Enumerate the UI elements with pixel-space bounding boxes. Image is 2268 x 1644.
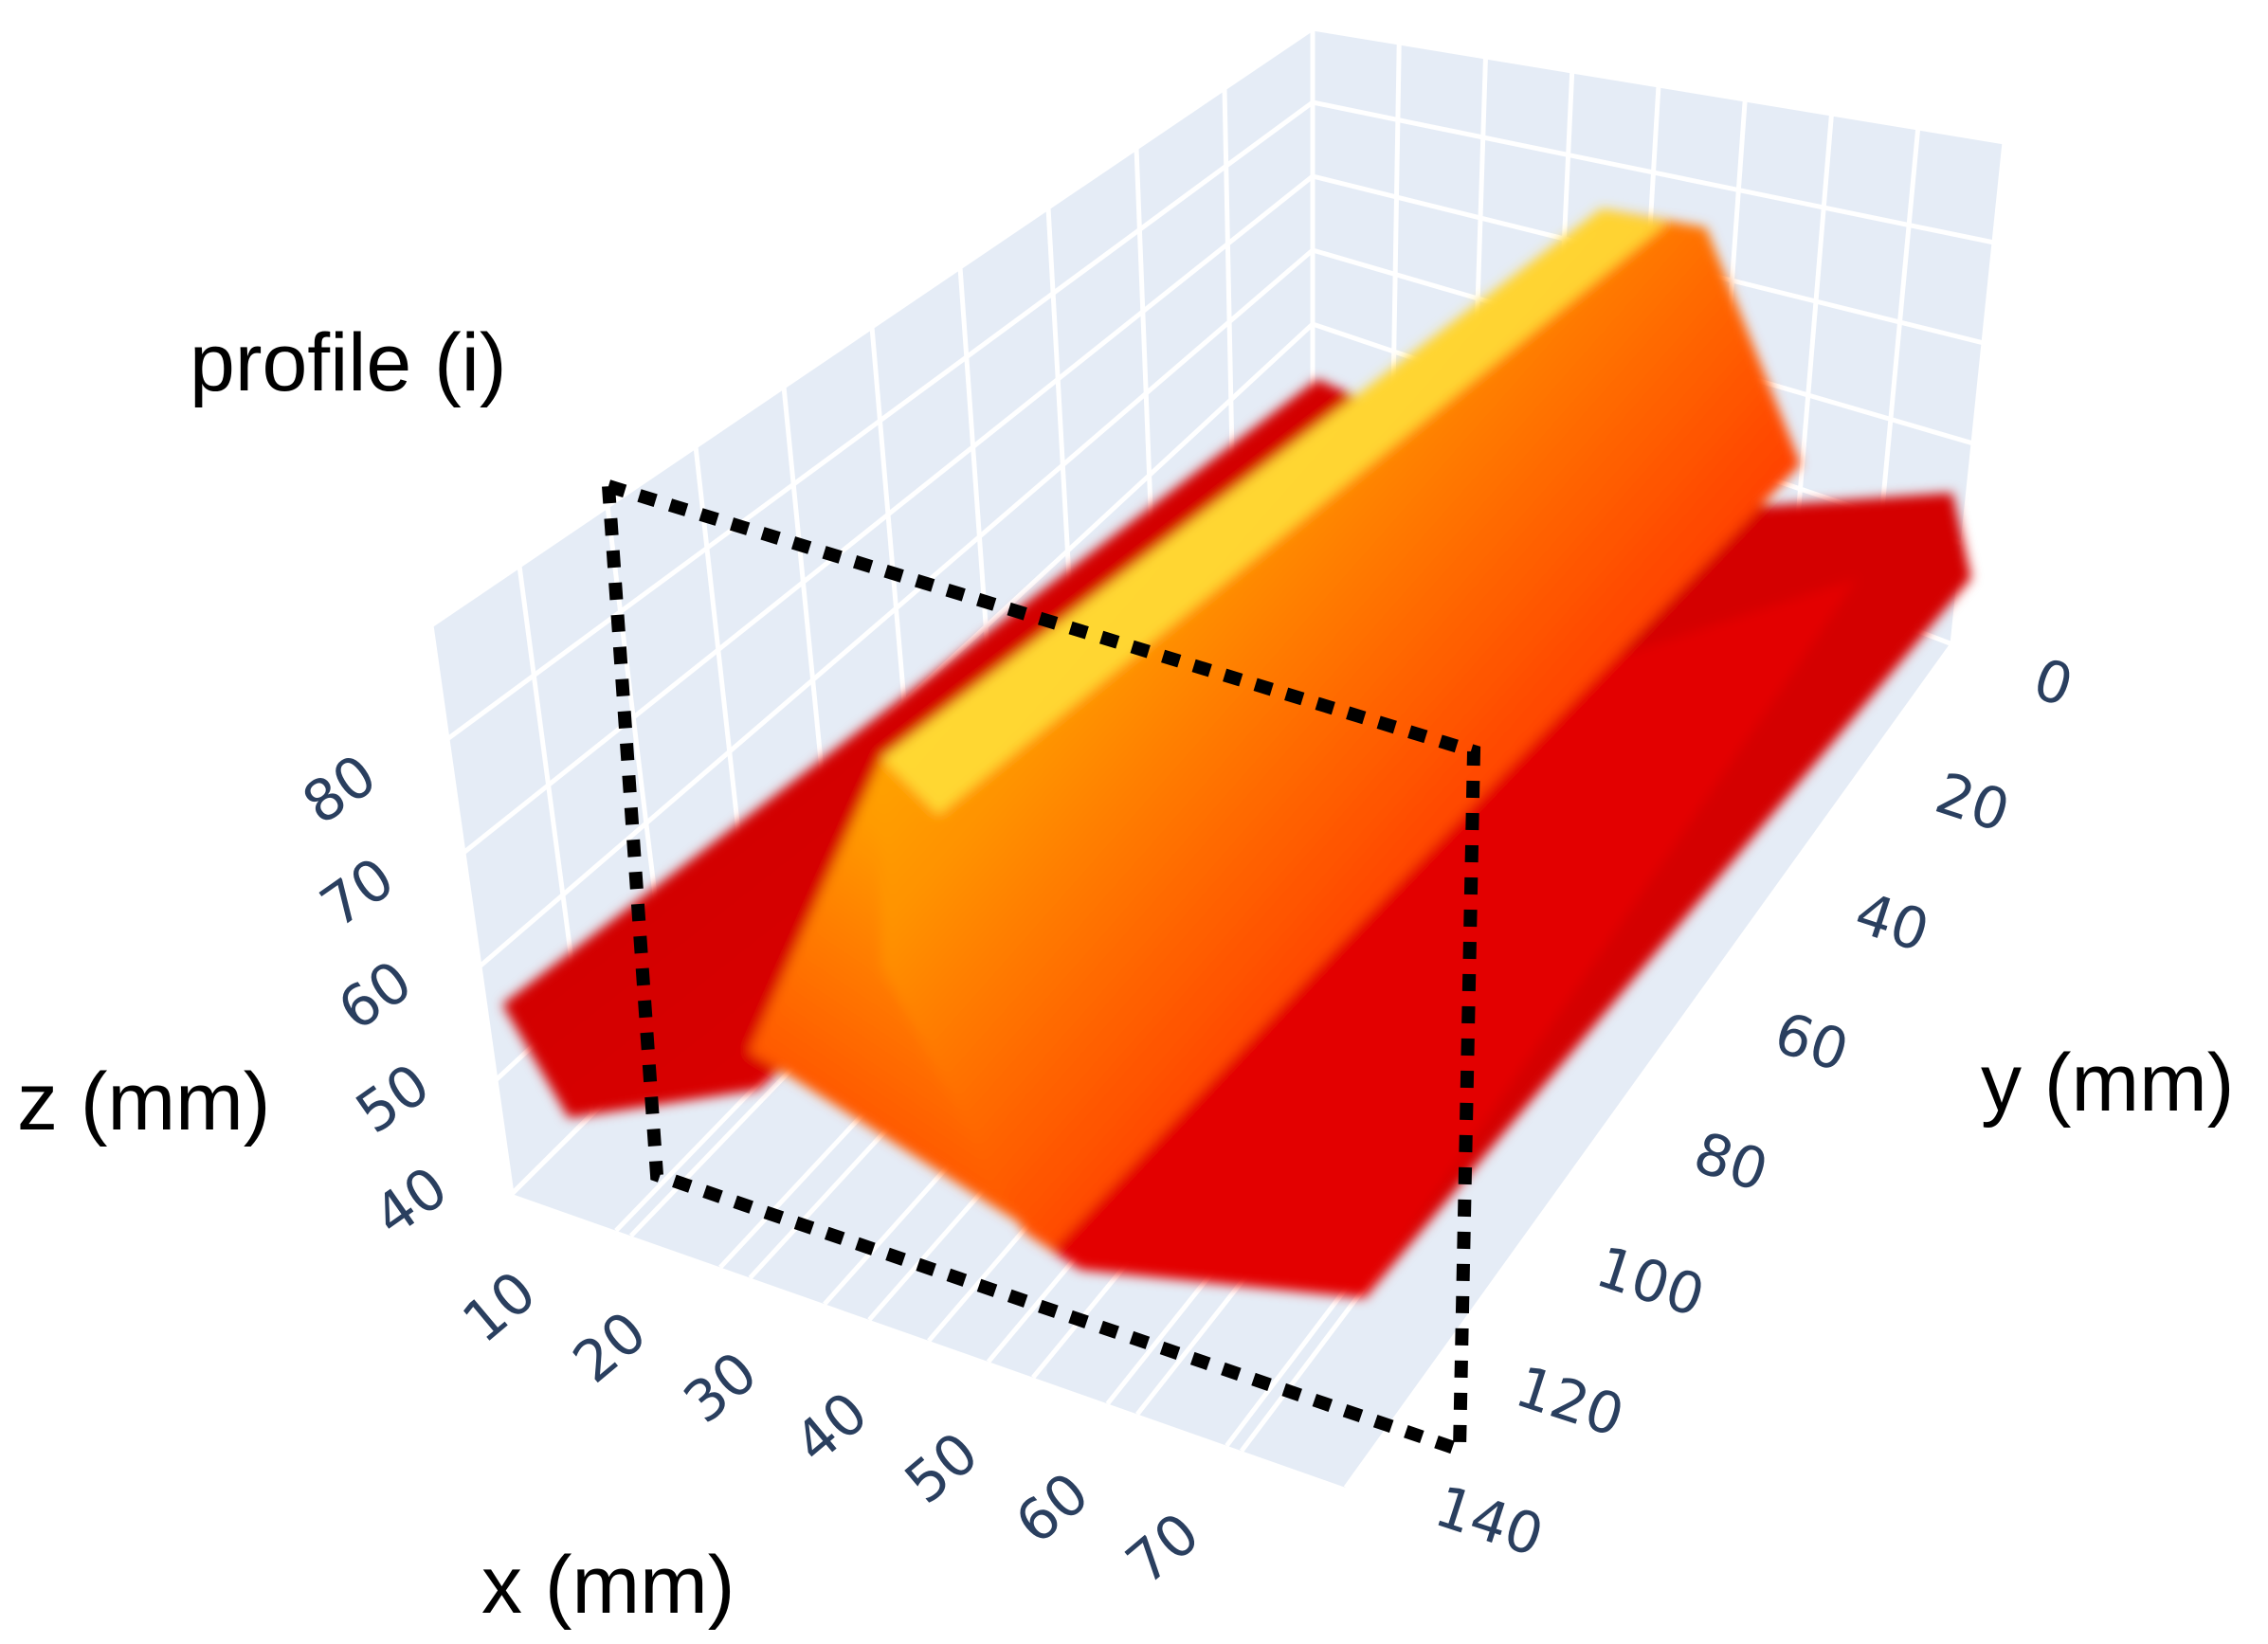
grid-line-xz-vertical	[428, 624, 515, 1195]
y-tick-label: 20	[1928, 760, 2017, 845]
grid-line-yz-horizontal	[1312, 26, 2005, 145]
grid-line-floor-y	[1343, 642, 1955, 1490]
y-axis-title: y (mm)	[1981, 1038, 2235, 1129]
z-tick-label: 40	[362, 1154, 460, 1250]
x-axis-title: x (mm)	[481, 1540, 735, 1631]
x-tick-label: 70	[1114, 1500, 1211, 1598]
ridge-top-highlight	[881, 208, 1668, 815]
x-tick-label: 20	[561, 1299, 659, 1397]
y-tick-label: 60	[1767, 1000, 1856, 1085]
grid-line-xz-horizontal	[462, 174, 1315, 855]
grid-line-xz-horizontal	[429, 26, 1315, 628]
y-tick-label: 140	[1427, 1473, 1551, 1570]
grid-line-xz-horizontal	[478, 248, 1315, 968]
data-surface	[502, 208, 1971, 1298]
y-tick-label: 40	[1847, 880, 1936, 966]
grid-line-yz-vertical	[1389, 42, 1402, 429]
y-tick-label: 0	[2025, 646, 2080, 720]
y-tick-label: 120	[1508, 1354, 1632, 1451]
grid-line-xz-vertical	[1222, 87, 1235, 479]
annotation-profile-label: profile (i)	[190, 317, 507, 408]
z-tick-label: 50	[344, 1051, 442, 1147]
x-tick-label: 60	[1004, 1460, 1101, 1558]
x-tick-label: 40	[782, 1380, 880, 1477]
y-tick-label: 80	[1686, 1120, 1775, 1205]
z-tick-label: 70	[309, 845, 407, 941]
grid-line-yz-horizontal	[1312, 99, 1995, 245]
y-tick-label: 100	[1588, 1234, 1713, 1330]
z-tick-label: 60	[327, 948, 425, 1044]
section-plane-outline	[601, 477, 1481, 1459]
base-plate-front	[1024, 578, 1858, 1298]
grid-line-xz-vertical	[1045, 207, 1075, 638]
x-tick-label: 50	[893, 1419, 990, 1517]
z-axis-title: z (mm)	[17, 1057, 271, 1147]
grid-line-xz-vertical	[1134, 147, 1155, 558]
x-tick-label: 10	[450, 1258, 548, 1356]
ridge-right-face	[881, 208, 1801, 1251]
x-tick-label: 30	[672, 1339, 770, 1436]
z-tick-label: 80	[291, 742, 389, 838]
grid-line-xz-horizontal	[445, 99, 1315, 742]
